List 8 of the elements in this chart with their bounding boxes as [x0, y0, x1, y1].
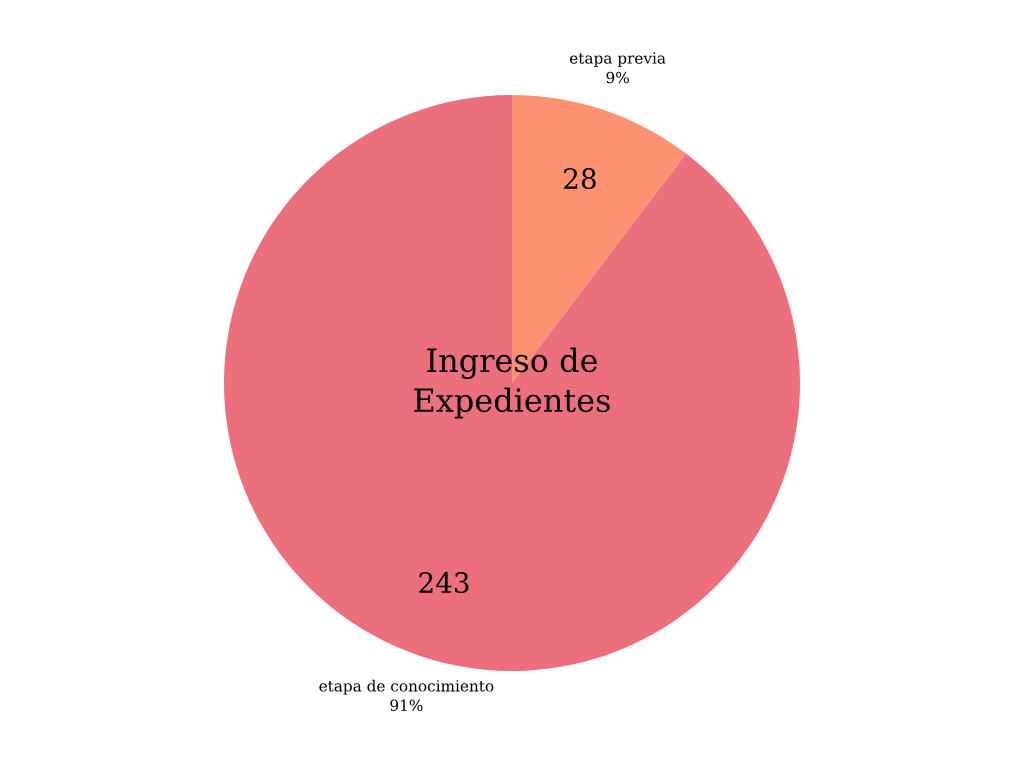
- data-label: 243: [419, 572, 469, 594]
- slice-label: etapa previa: [569, 52, 666, 67]
- pie-slice: [224, 95, 800, 671]
- text: Ingreso de Expedientes: [414, 347, 610, 419]
- text: 9%: [606, 71, 629, 84]
- data-label: 28: [564, 168, 596, 190]
- slice-label: etapa de conocimiento: [319, 679, 494, 695]
- text: 91%: [390, 699, 423, 712]
